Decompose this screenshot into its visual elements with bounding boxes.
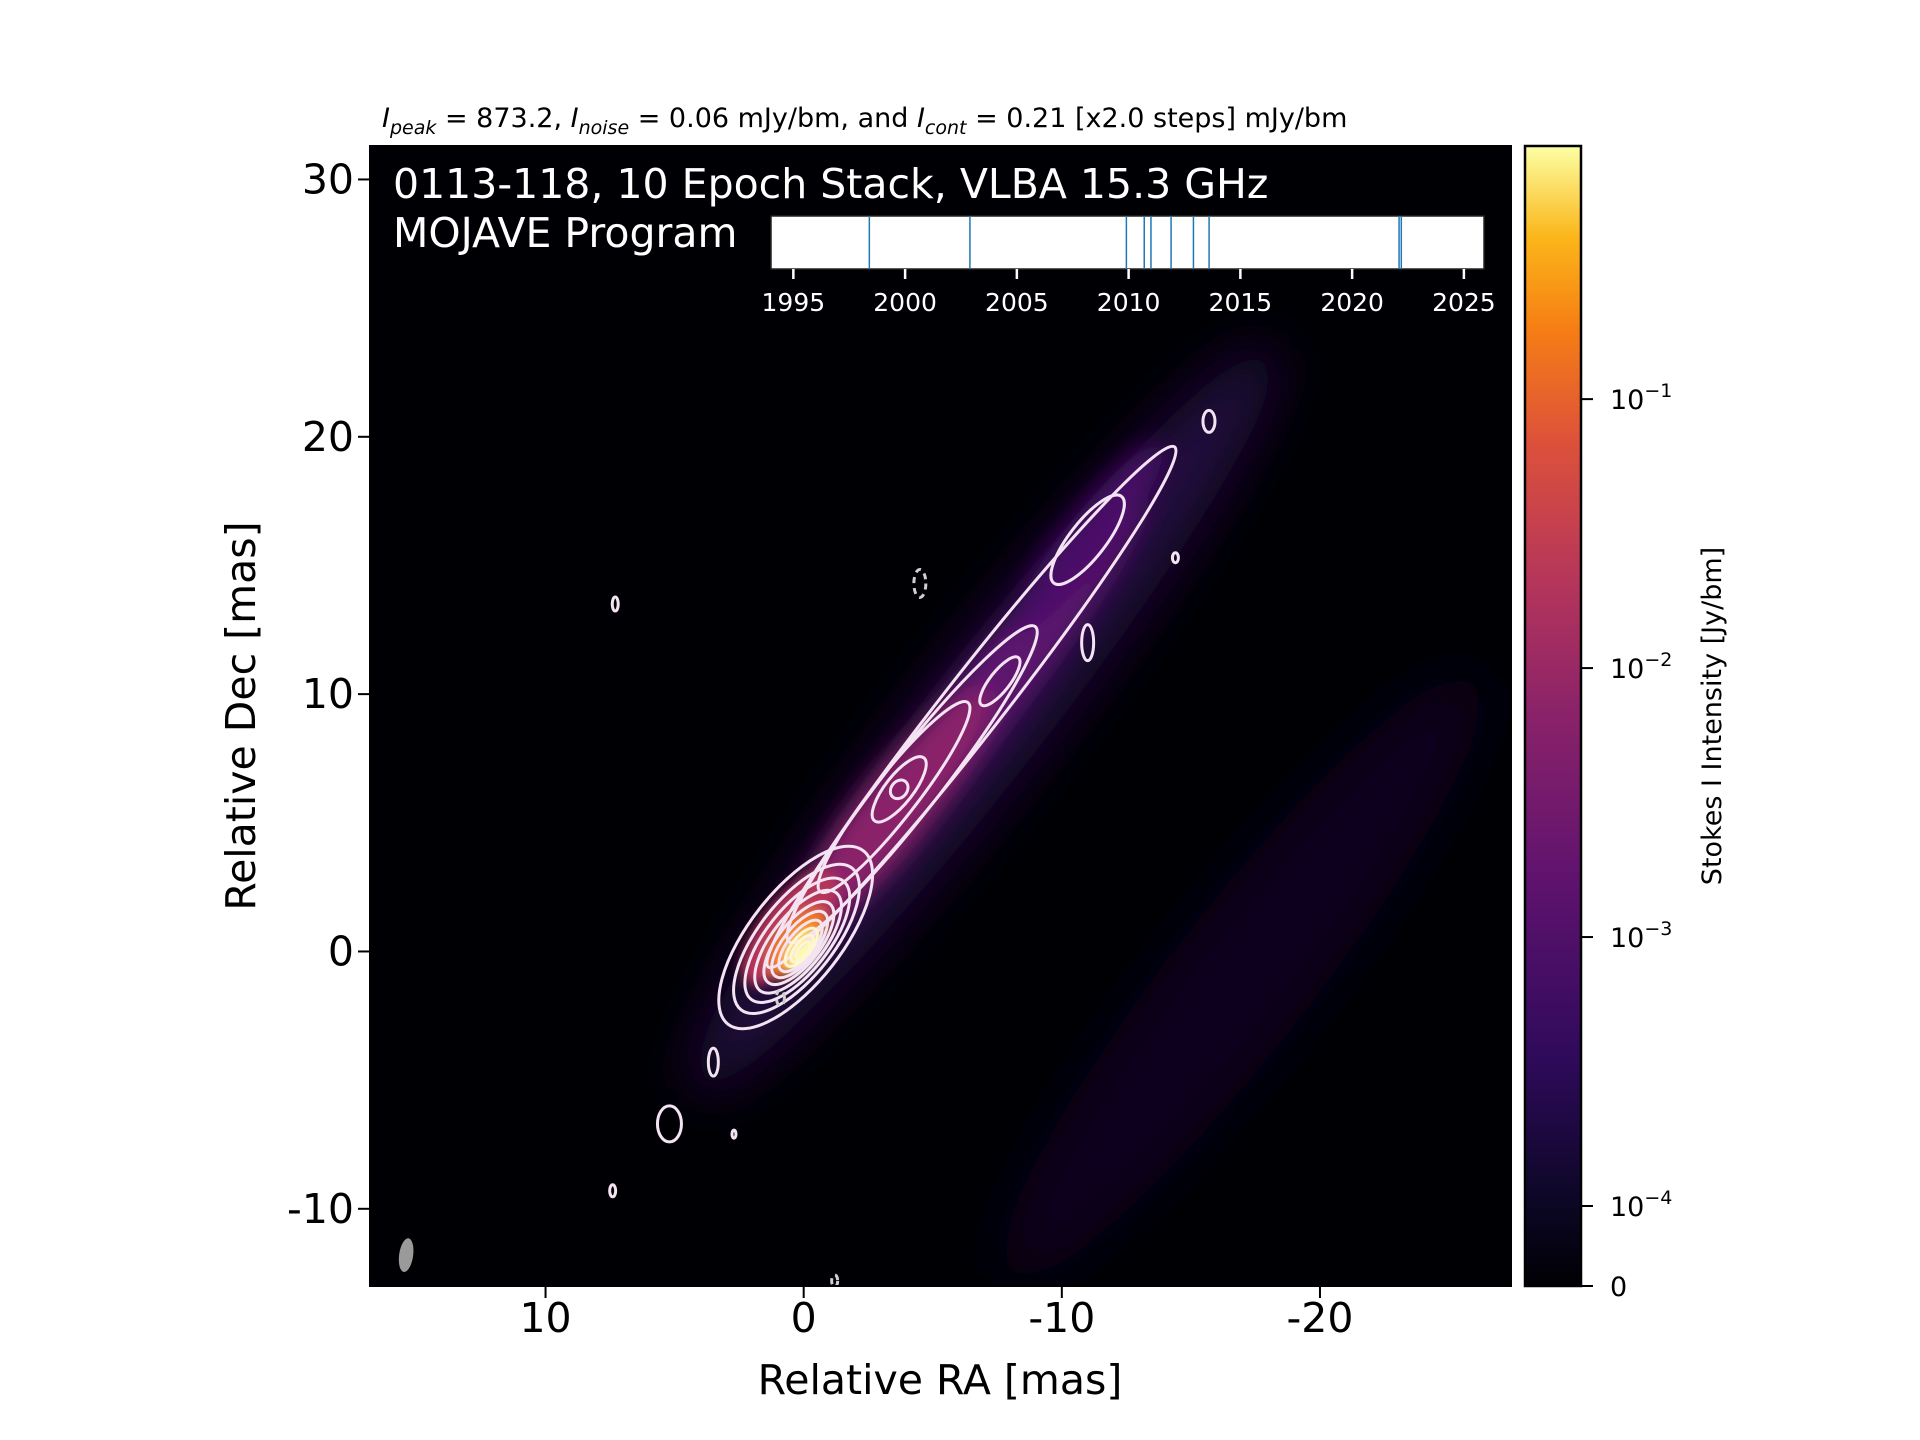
contour-island — [608, 1183, 618, 1199]
y-axis: 30 20 10 0 -10 — [287, 155, 370, 1233]
contour-island — [1080, 623, 1096, 663]
image-frame — [369, 145, 1512, 1287]
colorbar-tick-exp: −3 — [1644, 918, 1672, 940]
contour-line — [870, 755, 928, 824]
colorbar-gradient — [1523, 144, 1583, 1288]
cont-symbol: I — [917, 103, 925, 134]
jet-outer-knot — [1011, 444, 1164, 636]
contour-island — [1201, 408, 1217, 434]
colorbar-tick-base: 10 — [1610, 1192, 1644, 1223]
timeline-tick-label: 2010 — [1097, 288, 1161, 317]
timeline-tick-label: 2000 — [873, 288, 937, 317]
contour-island — [655, 1104, 683, 1144]
y-axis-label: Relative Dec [mas] — [217, 521, 265, 910]
contour-line — [765, 444, 1178, 970]
colorbar-tick-label: 10−4 — [1610, 1187, 1672, 1223]
noise-symbol: I — [571, 103, 579, 134]
noise-sub: noise — [579, 117, 630, 139]
timeline-axis: 1995 2000 2005 2010 2015 2020 2025 — [762, 269, 1496, 317]
negative-contour — [830, 1273, 840, 1286]
beam-ellipse — [398, 1238, 414, 1272]
x-tick-label: 10 — [519, 1294, 571, 1342]
contour-island — [706, 1046, 720, 1078]
timeline-box — [770, 215, 1485, 270]
timeline-tick-label: 2025 — [1432, 288, 1496, 317]
contour-island — [730, 1128, 738, 1140]
x-tick-label: -10 — [1028, 1294, 1095, 1342]
contour-line — [743, 876, 852, 1004]
timeline-tick-label: 2015 — [1209, 288, 1273, 317]
peak-text: = 873.2, — [436, 103, 570, 134]
background-glow — [1002, 674, 1483, 1280]
contour-line — [762, 900, 836, 987]
timeline-tick-label: 1995 — [762, 288, 826, 317]
y-tick-label: 20 — [302, 413, 354, 461]
timeline-epoch-lines — [868, 216, 1403, 269]
timeline-tick-label: 2005 — [985, 288, 1049, 317]
jet-knot-shape — [797, 689, 991, 931]
y-tick-label: 10 — [302, 670, 354, 718]
colorbar-tick-base: 10 — [1610, 654, 1644, 685]
x-tick-label: 0 — [791, 1294, 817, 1342]
colorbar-ticks: 10−110−210−310−40 — [1581, 380, 1672, 1303]
contour-line — [753, 888, 843, 995]
y-tick-label: 0 — [328, 927, 354, 975]
colorbar-label: Stokes I Intensity [Jy/bm] — [1697, 547, 1728, 885]
negative-contour — [774, 988, 786, 1008]
colorbar-tick-label: 10−1 — [1610, 380, 1672, 416]
colorbar-tick-base: 0 — [1610, 1272, 1627, 1303]
colorbar-tick-exp: −4 — [1644, 1187, 1672, 1209]
cont-text: = 0.21 [x2.0 steps] mJy/bm — [966, 103, 1347, 134]
contour-lines — [608, 408, 1217, 1286]
contour-line — [794, 940, 812, 960]
colorbar-tick-base: 10 — [1610, 385, 1644, 416]
x-tick-label: -20 — [1286, 1294, 1353, 1342]
y-tick-label: -10 — [287, 1185, 354, 1233]
negative-contour — [912, 567, 928, 599]
timeline-tick-label: 2020 — [1320, 288, 1384, 317]
contour-line — [770, 909, 830, 980]
peak-sub: peak — [389, 117, 437, 139]
cont-sub: cont — [925, 117, 968, 139]
contour-line — [732, 862, 861, 1016]
plot-subtitle: Ipeak = 873.2, Inoise = 0.06 mJy/bm, and… — [382, 103, 1347, 139]
colorbar-tick-exp: −1 — [1644, 380, 1672, 402]
contour-line — [978, 655, 1022, 708]
image-panel — [369, 145, 1512, 1287]
plot-title-line2: MOJAVE Program — [393, 209, 737, 257]
x-axis-label: Relative RA [mas] — [758, 1356, 1123, 1404]
colorbar-tick-label: 0 — [1610, 1272, 1627, 1303]
noise-text: = 0.06 mJy/bm, and — [629, 103, 917, 134]
colorbar-tick-label: 10−2 — [1610, 649, 1672, 685]
y-tick-label: 30 — [302, 155, 354, 203]
plot-title-line1: 0113-118, 10 Epoch Stack, VLBA 15.3 GHz — [393, 160, 1268, 208]
contour-line — [1049, 493, 1126, 586]
colorbar-tick-exp: −2 — [1644, 649, 1672, 671]
x-axis: 10 0 -10 -20 — [519, 1286, 1353, 1342]
contour-line — [777, 918, 824, 974]
colorbar-tick-base: 10 — [1610, 923, 1644, 954]
contour-island — [610, 595, 620, 613]
epoch-timeline: 1995 2000 2005 2010 2015 2020 2025 — [762, 215, 1496, 317]
contour-line — [888, 778, 910, 801]
colorbar: 10−110−210−310−40 Stokes I Intensity [Jy… — [1523, 144, 1728, 1303]
colorbar-tick-label: 10−3 — [1610, 918, 1672, 954]
contour-island — [1170, 551, 1180, 565]
peak-symbol: I — [382, 103, 390, 134]
contour-line — [717, 844, 875, 1031]
